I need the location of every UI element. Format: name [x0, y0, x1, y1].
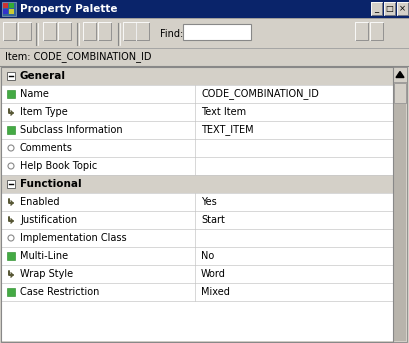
Text: Yes: Yes	[201, 197, 217, 207]
Bar	[0, 48, 409, 66]
Bar	[58, 22, 71, 40]
Bar	[2, 2, 16, 16]
Bar	[1, 103, 393, 121]
Bar	[393, 67, 407, 342]
Bar	[1, 175, 393, 193]
Bar	[3, 3, 8, 8]
Bar	[1, 211, 393, 229]
Bar	[371, 2, 382, 15]
Bar	[7, 252, 15, 260]
Text: No: No	[201, 251, 214, 261]
Bar	[394, 104, 406, 341]
Bar	[18, 22, 31, 40]
Bar	[7, 288, 15, 296]
Text: Word: Word	[201, 269, 226, 279]
Bar	[1, 121, 393, 139]
Bar	[0, 0, 409, 18]
Bar	[1, 157, 393, 175]
Text: ×: ×	[399, 4, 406, 13]
Text: CODE_COMBINATION_ID: CODE_COMBINATION_ID	[201, 88, 319, 99]
Bar	[98, 22, 111, 40]
Text: Functional: Functional	[20, 179, 82, 189]
Bar	[0, 18, 409, 48]
Text: Find:: Find:	[160, 29, 183, 39]
Text: TEXT_ITEM: TEXT_ITEM	[201, 125, 254, 135]
Text: Text Item: Text Item	[201, 107, 246, 117]
Text: Justification: Justification	[20, 215, 77, 225]
Bar	[136, 22, 149, 40]
Bar	[43, 22, 56, 40]
Polygon shape	[396, 71, 404, 78]
Bar	[1, 283, 393, 301]
Bar	[9, 9, 14, 14]
Bar	[183, 24, 251, 40]
Bar	[355, 22, 368, 40]
Bar	[393, 67, 407, 82]
Text: Multi-Line: Multi-Line	[20, 251, 68, 261]
Text: Wrap Style: Wrap Style	[20, 269, 73, 279]
Bar	[1, 67, 393, 85]
Text: Mixed: Mixed	[201, 287, 230, 297]
Bar	[1, 265, 393, 283]
Bar	[397, 2, 408, 15]
Text: _: _	[374, 4, 379, 13]
Bar	[9, 3, 14, 8]
Bar	[123, 22, 136, 40]
Bar	[7, 180, 15, 188]
Text: General: General	[20, 71, 66, 81]
Bar	[1, 85, 393, 103]
Text: Comments: Comments	[20, 143, 73, 153]
Bar	[3, 22, 16, 40]
Text: Subclass Information: Subclass Information	[20, 125, 123, 135]
Bar	[7, 90, 15, 98]
Bar	[370, 22, 383, 40]
Text: Name: Name	[20, 89, 49, 99]
Bar	[7, 72, 15, 80]
Bar	[1, 247, 393, 265]
Bar	[7, 126, 15, 134]
Text: Property Palette: Property Palette	[20, 4, 117, 14]
Text: Start: Start	[201, 215, 225, 225]
Text: □: □	[386, 4, 393, 13]
Text: Enabled: Enabled	[20, 197, 59, 207]
Text: Case Restriction: Case Restriction	[20, 287, 99, 297]
Bar	[0, 341, 409, 343]
Bar	[1, 67, 393, 342]
Bar	[3, 9, 8, 14]
Text: Item Type: Item Type	[20, 107, 68, 117]
Bar	[1, 139, 393, 157]
Bar	[384, 2, 395, 15]
Bar	[1, 229, 393, 247]
Bar	[1, 193, 393, 211]
Text: Help Book Topic: Help Book Topic	[20, 161, 97, 171]
Bar	[1, 67, 393, 342]
Bar	[83, 22, 96, 40]
Bar	[394, 83, 406, 103]
Text: Item: CODE_COMBINATION_ID: Item: CODE_COMBINATION_ID	[5, 51, 151, 62]
Text: Implementation Class: Implementation Class	[20, 233, 127, 243]
